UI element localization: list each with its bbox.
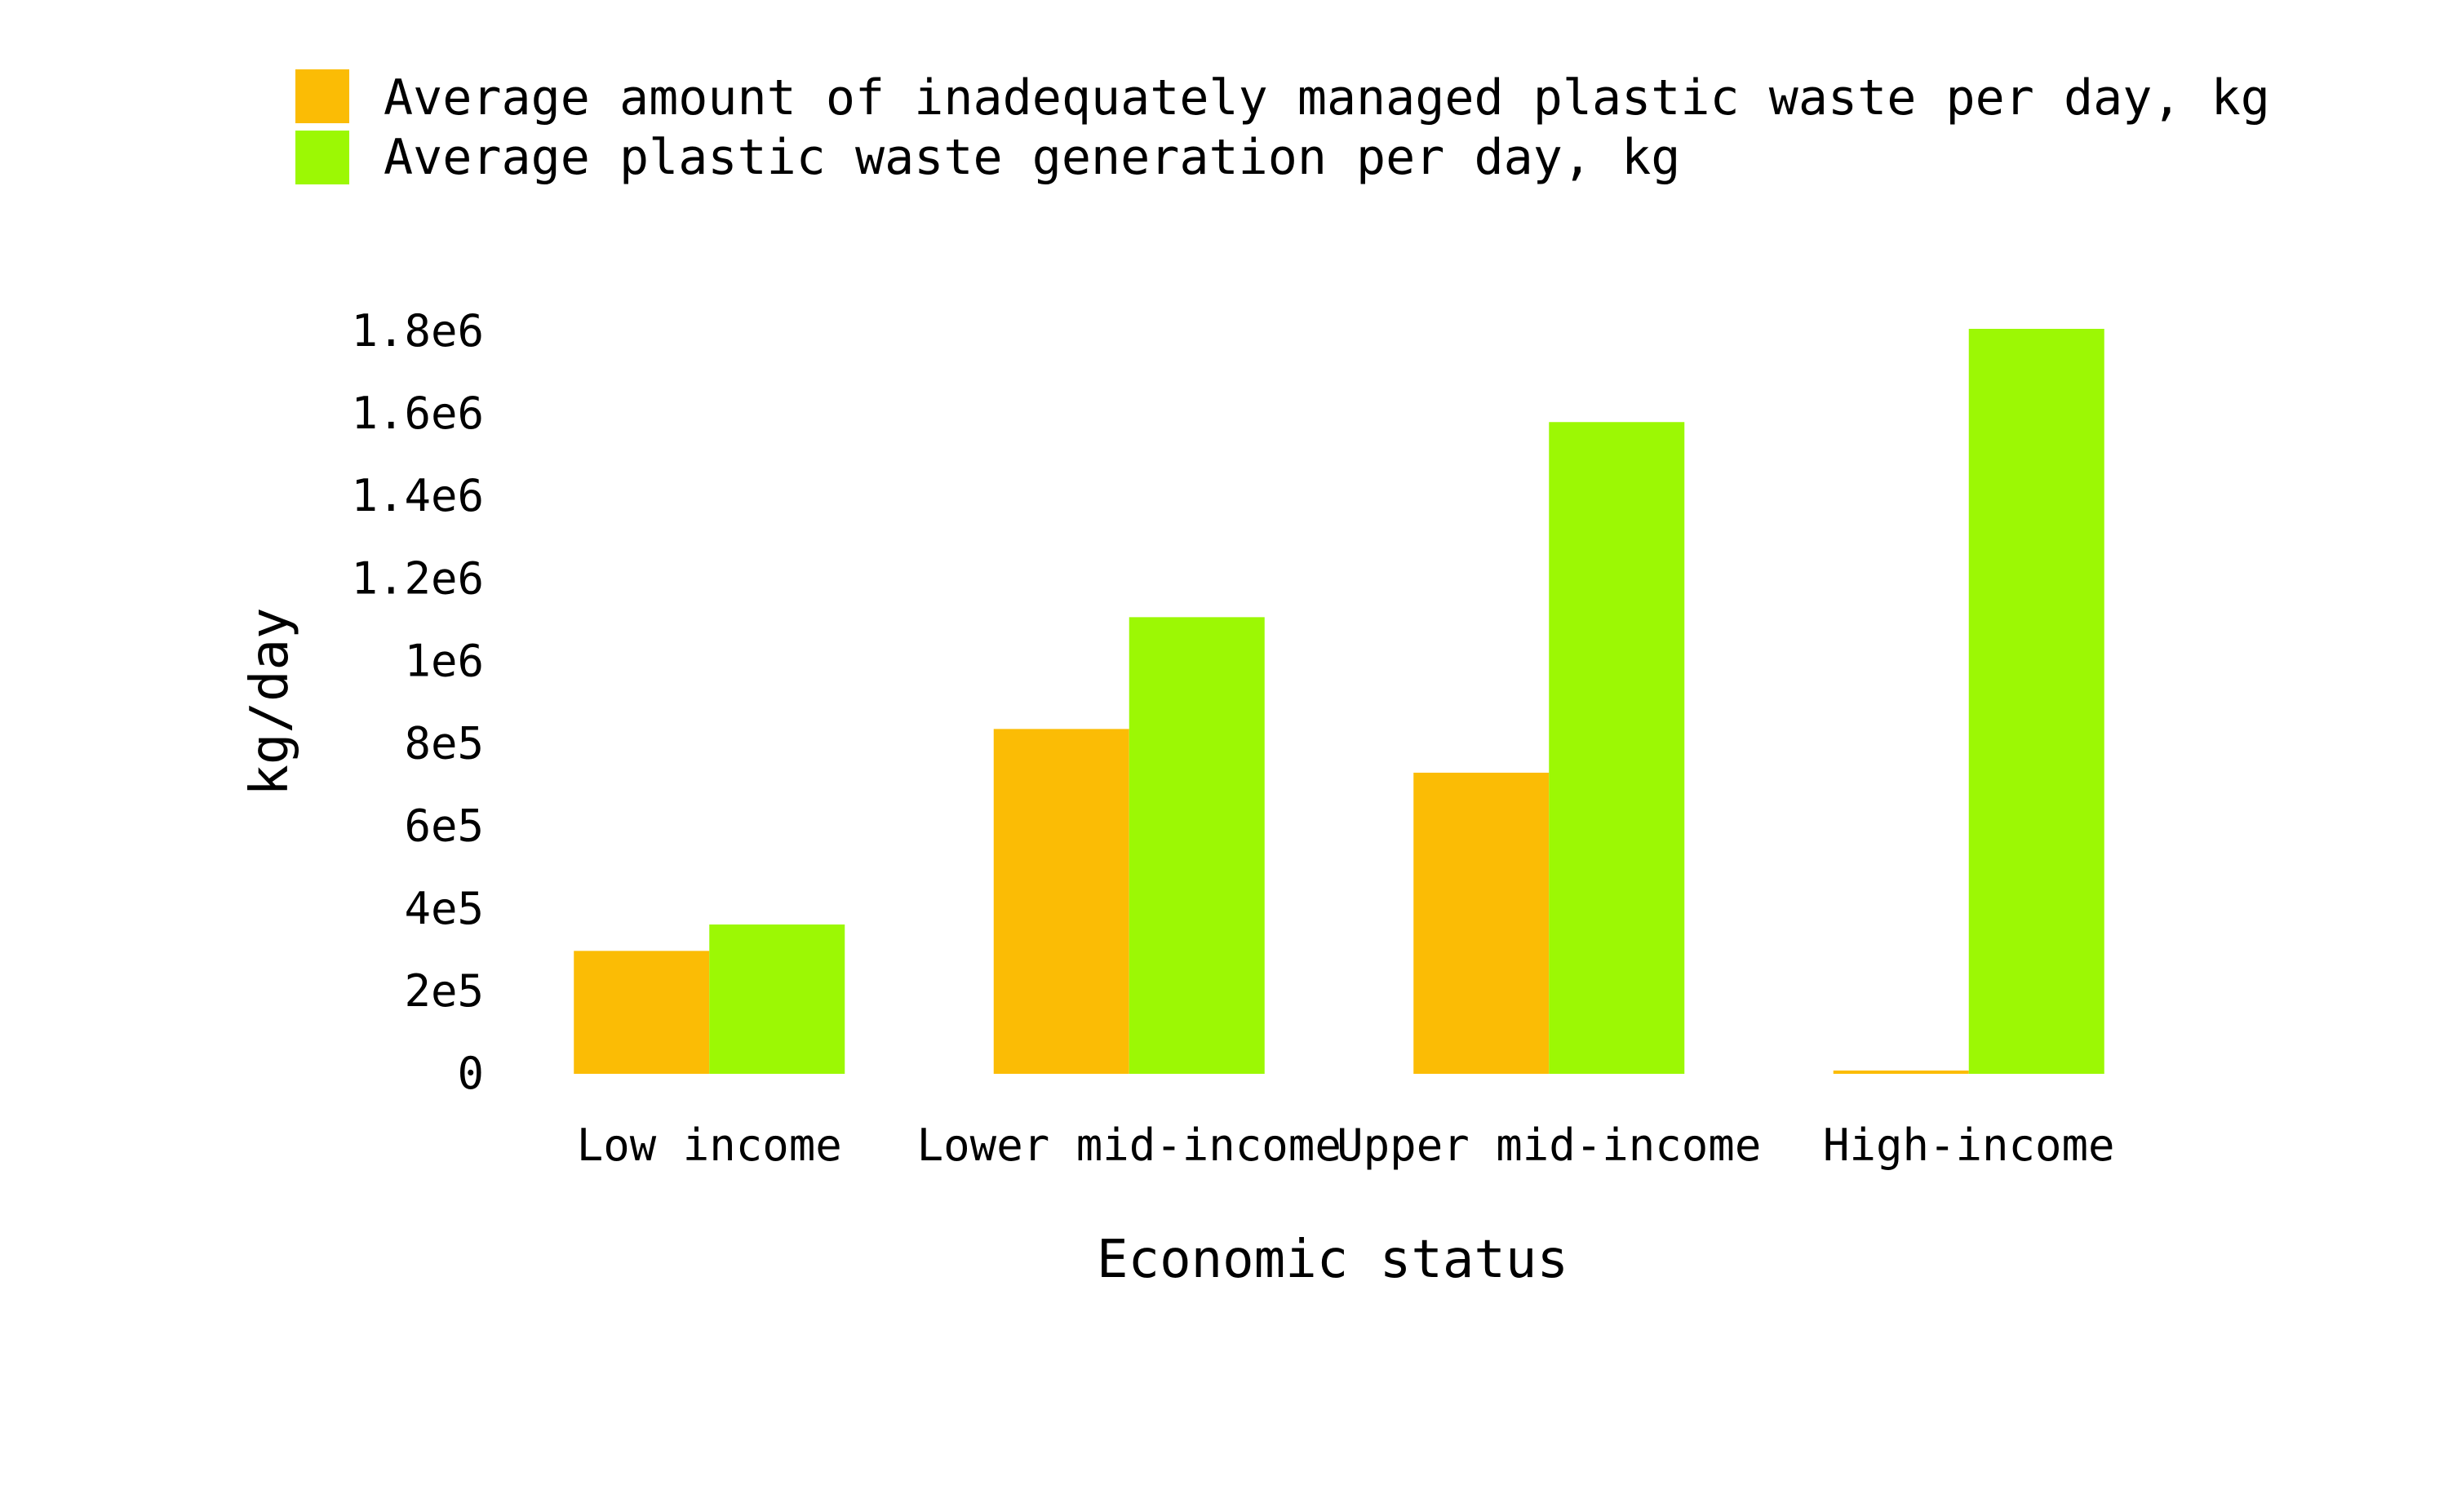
y-tick-label: 1.8e6 (351, 305, 484, 357)
legend-swatch-generation (295, 131, 349, 184)
bars (574, 329, 2104, 1074)
y-tick-label: 8e5 (404, 718, 484, 769)
y-tick-label: 2e5 (404, 965, 484, 1017)
x-axis-title: Economic status (1097, 1230, 1568, 1290)
bar-inadequately-managed (574, 951, 710, 1074)
bar-generation (1968, 329, 2104, 1074)
y-axis-ticks: 0 2e5 4e5 6e5 8e5 1e6 1.2e6 1.4e6 1.6e6 1.8e6 (351, 305, 484, 1099)
bar-generation (1549, 422, 1685, 1074)
y-tick-label: 1e6 (404, 635, 484, 686)
legend-label-generation: Average plastic waste generation per day… (384, 129, 1680, 186)
bar-generation (1129, 617, 1265, 1074)
x-tick-label: Lower mid-income (917, 1120, 1342, 1171)
y-axis-title: kg/day (240, 607, 300, 796)
y-tick-label: 1.4e6 (351, 470, 484, 521)
bar-inadequately-managed (993, 729, 1129, 1074)
y-tick-label: 1.2e6 (351, 552, 484, 604)
y-tick-label: 1.6e6 (351, 388, 484, 439)
bar-inadequately-managed (1413, 772, 1550, 1074)
y-tick-label: 6e5 (404, 800, 484, 852)
bar-generation (709, 924, 845, 1074)
legend: Average amount of inadequately managed p… (295, 69, 2270, 186)
y-tick-label: 0 (457, 1048, 484, 1099)
legend-swatch-inadequately-managed (295, 69, 349, 123)
x-tick-label: Upper mid-income (1337, 1120, 1761, 1171)
y-tick-label: 4e5 (404, 883, 484, 934)
x-tick-label: High-income (1823, 1120, 2115, 1171)
legend-label-inadequately-managed: Average amount of inadequately managed p… (384, 69, 2270, 126)
bar-inadequately-managed (1833, 1070, 1969, 1074)
x-tick-label: Low income (577, 1120, 842, 1171)
